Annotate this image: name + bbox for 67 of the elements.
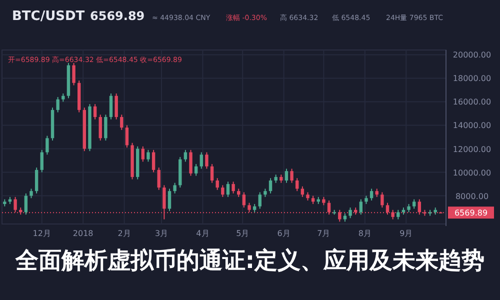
candlestick bbox=[152, 149, 156, 173]
candlestick bbox=[168, 188, 172, 212]
x-tick-label: 2月 bbox=[118, 229, 131, 238]
candlestick bbox=[184, 149, 188, 162]
candlestick bbox=[290, 168, 294, 184]
candlestick bbox=[46, 135, 49, 156]
candlestick bbox=[296, 178, 299, 192]
candlestick bbox=[104, 114, 108, 142]
candlestick bbox=[93, 104, 97, 120]
candlestick bbox=[380, 192, 384, 208]
candlestick bbox=[216, 178, 219, 190]
candlestick bbox=[200, 152, 204, 170]
x-tick-label: 3月 bbox=[154, 229, 168, 238]
x-tick-label: 6月 bbox=[277, 229, 290, 238]
candlestick bbox=[258, 192, 262, 210]
candlestick bbox=[173, 182, 176, 194]
candlestick bbox=[34, 167, 38, 194]
candlestick bbox=[242, 192, 246, 208]
x-tick-label: 5月 bbox=[236, 229, 250, 238]
candlestick bbox=[141, 146, 145, 162]
candlestick bbox=[268, 178, 272, 194]
candlestick bbox=[248, 202, 251, 213]
y-tick-label: 10000.00 bbox=[452, 168, 492, 178]
x-tick-label: 9月 bbox=[400, 229, 413, 238]
candlestick bbox=[226, 181, 230, 198]
candlestick bbox=[412, 198, 416, 210]
y-tick-label: 8000.00 bbox=[455, 192, 489, 201]
x-tick-label: 2018 bbox=[72, 229, 94, 238]
candlestick bbox=[370, 188, 374, 201]
candlestick bbox=[300, 186, 304, 198]
candlestick bbox=[56, 96, 60, 113]
chart-subtitle: BTC/USDT bbox=[12, 9, 85, 24]
y-tick-label: 16000.00 bbox=[452, 98, 492, 107]
candlestick bbox=[396, 209, 400, 220]
candlestick bbox=[72, 62, 76, 86]
x-tick-label: 12月 bbox=[32, 229, 51, 238]
y-tick-label: 18000.00 bbox=[452, 74, 492, 84]
candlestick bbox=[30, 188, 33, 199]
candlestick bbox=[189, 149, 192, 176]
candlestick bbox=[284, 168, 288, 184]
candlestick bbox=[24, 192, 28, 216]
candlestick bbox=[125, 124, 129, 148]
candlestick bbox=[109, 93, 113, 120]
text: 6569.89 bbox=[90, 9, 145, 23]
x-tick-label: 8月 bbox=[358, 229, 372, 238]
candlestick bbox=[114, 93, 118, 120]
candlestick bbox=[120, 114, 124, 130]
candlestick bbox=[359, 198, 363, 216]
x-tick-label: 7月 bbox=[317, 229, 330, 238]
y-tick-label: 14000.00 bbox=[452, 121, 492, 130]
candlestick bbox=[418, 198, 422, 216]
x-tick-label: 4月 bbox=[196, 229, 210, 238]
candlestick bbox=[98, 114, 102, 142]
candlestick bbox=[194, 164, 198, 176]
candlestick bbox=[146, 149, 150, 162]
ref-line-label: 6569.89 bbox=[454, 208, 488, 218]
candlestick bbox=[348, 207, 352, 219]
candlestick bbox=[205, 152, 208, 170]
text: 全面解析虚拟币的通证:定义、应用及未来趋势 bbox=[14, 247, 485, 274]
y-tick-label: 20000.00 bbox=[452, 50, 492, 60]
candlestick bbox=[232, 181, 235, 194]
candlestick bbox=[14, 196, 17, 213]
candlestick bbox=[210, 164, 214, 184]
candlestick bbox=[221, 184, 224, 198]
candlestick bbox=[157, 167, 160, 190]
y-tick-label: 12000.00 bbox=[452, 144, 492, 154]
candlestick bbox=[40, 149, 44, 173]
